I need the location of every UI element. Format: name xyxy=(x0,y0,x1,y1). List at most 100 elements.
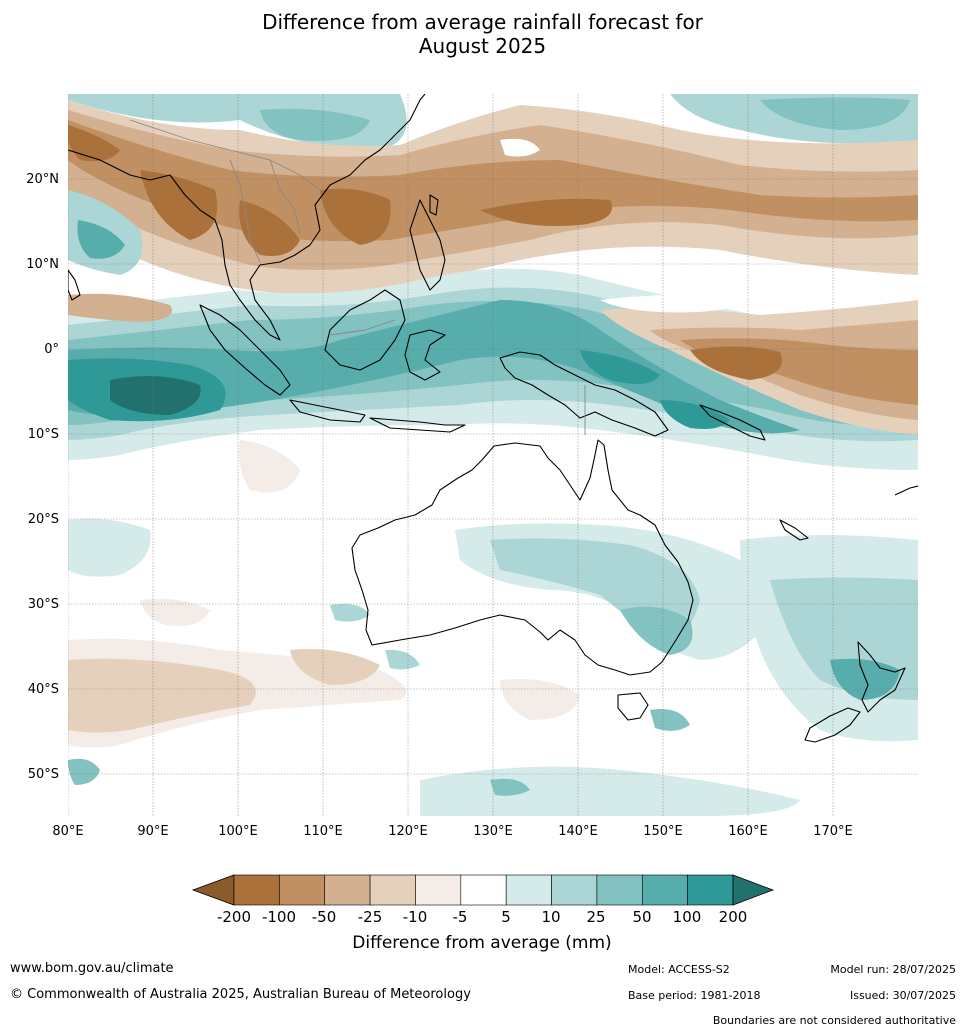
colorbar-cell xyxy=(641,874,688,906)
lon-label: 170°E xyxy=(813,824,853,839)
coastline-taiwan xyxy=(429,194,439,216)
lat-label: 20°S xyxy=(28,512,59,527)
lat-label: 0° xyxy=(44,342,59,357)
lat-label: 20°N xyxy=(26,172,59,187)
colorbar-cell xyxy=(505,874,552,906)
coastline-sri-lanka xyxy=(68,269,81,301)
field-dry-core-c xyxy=(239,200,300,256)
lon-label: 120°E xyxy=(388,824,428,839)
coastline-philippines xyxy=(409,199,446,291)
latitude-labels: 20°N 10°N 0° 10°S 20°S 30°S 40°S 50°S xyxy=(26,172,59,782)
field-wet-north-east-core xyxy=(760,97,910,130)
coastline-fiji xyxy=(894,485,918,496)
colorbar-cell xyxy=(415,874,462,906)
field-wet-indian-ocean-extreme xyxy=(110,376,201,415)
lon-label: 130°E xyxy=(473,824,513,839)
colorbar-cell xyxy=(233,874,280,906)
field-dry-core-d xyxy=(320,188,391,245)
field-wet-southern-ocean-core xyxy=(490,778,530,796)
colorbar-title: Difference from average (mm) xyxy=(352,933,611,953)
field-wet-solomon-core xyxy=(660,400,730,429)
colorbar-cell xyxy=(551,874,598,906)
colorbar-label: -10 xyxy=(403,908,428,926)
colorbar-label: -50 xyxy=(312,908,337,926)
coastline-lesser-sunda xyxy=(369,417,466,433)
field-wet-south-west-small xyxy=(68,758,100,785)
field-wet-south-small-a xyxy=(330,603,370,622)
colorbar-cell xyxy=(596,874,643,906)
footer-disclaimer: Boundaries are not considered authoritat… xyxy=(712,1014,956,1027)
colorbar-cell xyxy=(687,874,734,906)
coastline-java xyxy=(289,399,366,423)
coastline-solomon-islands xyxy=(699,404,766,441)
colorbar-extend-high xyxy=(732,874,775,906)
lon-label: 90°E xyxy=(137,824,168,839)
colorbar-label: -5 xyxy=(453,908,468,926)
coastline-tasmania xyxy=(617,692,649,721)
field-dry-southern-ocean xyxy=(68,658,256,733)
colorbar-label: -25 xyxy=(358,908,383,926)
field-dry-core-a xyxy=(68,125,120,162)
map-plot-area xyxy=(68,94,918,816)
field-dry-west-of-australia xyxy=(238,440,300,493)
colorbar-label: -100 xyxy=(262,908,296,926)
lon-label: 100°E xyxy=(218,824,258,839)
field-wet-equatorial-strong xyxy=(68,300,800,434)
lon-label: 140°E xyxy=(558,824,598,839)
field-dry-core-e xyxy=(480,198,612,226)
coastline-new-zealand-south xyxy=(804,707,861,743)
colorbar-label: 200 xyxy=(719,908,748,926)
colorbar-cell xyxy=(279,874,326,906)
coastline-new-guinea xyxy=(499,351,669,437)
country-boundaries xyxy=(129,119,586,435)
coastline-sulawesi xyxy=(404,329,446,381)
field-neutral-pacific-gap xyxy=(600,295,760,313)
footer-base-period: Base period: 1981-2018 xyxy=(628,989,761,1002)
field-wet-tasmania-south xyxy=(650,709,690,731)
colorbar-label: 50 xyxy=(632,908,651,926)
lat-label: 50°S xyxy=(28,767,59,782)
lat-label: 40°S xyxy=(28,682,59,697)
field-dry-south-indian-small xyxy=(140,598,210,626)
map-graticule xyxy=(68,94,918,816)
lon-label: 110°E xyxy=(303,824,343,839)
field-dry-north-band-inner xyxy=(68,120,918,242)
coastlines xyxy=(68,94,918,743)
coastline-new-zealand-north xyxy=(857,641,906,713)
coastline-asia-mainland xyxy=(68,94,426,341)
colorbar-cell xyxy=(369,874,416,906)
lon-label: 150°E xyxy=(643,824,683,839)
field-wet-south-small-b xyxy=(385,649,420,670)
lat-label: 30°S xyxy=(28,597,59,612)
footer-copyright: © Commonwealth of Australia 2025, Austra… xyxy=(10,987,471,1002)
field-dry-southern-ocean-east xyxy=(290,649,380,685)
lat-label: 10°S xyxy=(28,427,59,442)
field-dry-indian-ocean-equator xyxy=(68,293,172,322)
footer-issued: Issued: 30/07/2025 xyxy=(849,989,956,1002)
colorbar-label: 25 xyxy=(586,908,605,926)
lat-label: 10°N xyxy=(26,257,59,272)
title-line-1: Difference from average rainfall forecas… xyxy=(262,10,703,34)
field-wet-north-west-core xyxy=(260,108,370,141)
field-wet-south-west-indian xyxy=(68,518,151,577)
colorbar-cell xyxy=(324,874,371,906)
colorbar: -200 -100 -50 -25 -10 -5 5 10 25 50 100 … xyxy=(191,874,775,953)
colorbar-labels: -200 -100 -50 -25 -10 -5 5 10 25 50 100 … xyxy=(217,908,747,926)
field-dry-pacific-core xyxy=(690,346,782,380)
colorbar-extend-low xyxy=(191,874,235,906)
colorbar-label: 5 xyxy=(501,908,511,926)
coastline-new-caledonia xyxy=(779,519,809,541)
footer-model: Model: ACCESS-S2 xyxy=(628,963,730,976)
field-neutral-hole xyxy=(500,138,540,157)
coastline-borneo xyxy=(324,289,406,371)
field-dry-core-b xyxy=(140,170,218,240)
map-title: Difference from average rainfall forecas… xyxy=(0,10,965,58)
colorbar-cells xyxy=(233,874,734,906)
colorbar-cell xyxy=(460,874,507,906)
longitude-labels: 80°E 90°E 100°E 110°E 120°E 130°E 140°E … xyxy=(52,824,852,839)
colorbar-label: 10 xyxy=(541,908,560,926)
footer-website: www.bom.gov.au/climate xyxy=(10,961,174,976)
coastline-sumatra xyxy=(199,304,291,396)
colorbar-label: 100 xyxy=(673,908,702,926)
field-wet-new-guinea-core xyxy=(580,350,660,384)
